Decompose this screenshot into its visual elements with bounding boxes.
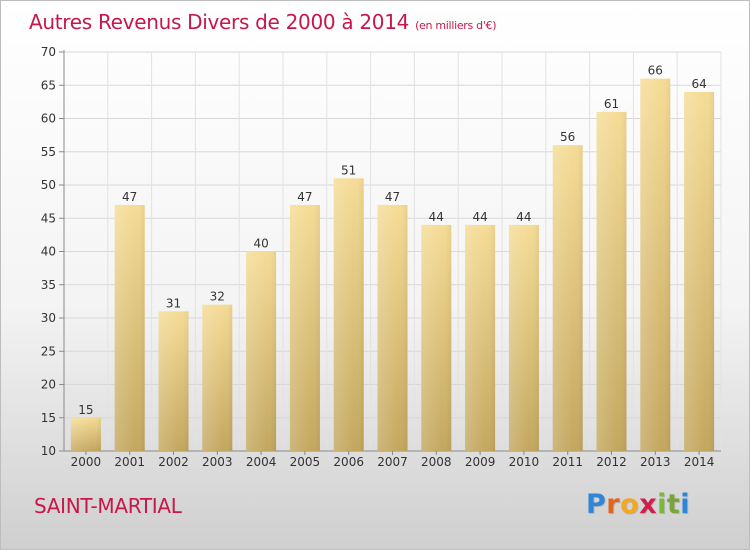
data-label-2010: 44 <box>516 210 531 224</box>
data-label-2014: 64 <box>691 77 706 91</box>
brand-letter: t <box>666 489 681 520</box>
bar-highlight-2009 <box>465 224 496 451</box>
brand-letter: x <box>639 489 658 520</box>
y-tick-label-45: 45 <box>41 211 56 225</box>
x-tick-label-2010: 2010 <box>509 455 540 469</box>
bar-highlight-2010 <box>508 224 539 451</box>
bar-highlight-2011 <box>552 145 583 451</box>
bar-highlight-2003 <box>202 304 233 451</box>
y-tick-label-70: 70 <box>41 45 56 59</box>
x-tick-label-2000: 2000 <box>71 455 102 469</box>
bar-highlight-2012 <box>596 111 627 451</box>
location-label: SAINT-MARTIAL <box>34 494 182 518</box>
data-label-2011: 56 <box>560 130 575 144</box>
data-label-2009: 44 <box>472 210 487 224</box>
chart-subtitle: (en milliers d'€) <box>415 19 497 32</box>
bar-highlight-2006 <box>333 178 364 451</box>
y-tick-label-50: 50 <box>41 178 56 192</box>
brand-letter: i <box>657 489 667 520</box>
data-label-2008: 44 <box>429 210 444 224</box>
bars <box>70 78 715 452</box>
y-tick-label-60: 60 <box>41 112 56 126</box>
x-tick-label-2011: 2011 <box>552 455 583 469</box>
x-tick-label-2005: 2005 <box>290 455 321 469</box>
y-tick-label-35: 35 <box>41 278 56 292</box>
bar-highlight-2005 <box>289 204 320 451</box>
data-label-2001: 47 <box>122 190 137 204</box>
y-tick-label-25: 25 <box>41 344 56 358</box>
y-tick-label-40: 40 <box>41 245 56 259</box>
data-label-2004: 40 <box>253 237 268 251</box>
bar-highlight-2014 <box>684 91 715 452</box>
x-tick-label-2004: 2004 <box>246 455 277 469</box>
x-tick-label-2003: 2003 <box>202 455 233 469</box>
x-axis-ticks: 2000 2001 2002 2003 2004 2005 2006 2007 2008 2009… <box>71 451 715 469</box>
y-tick-label-15: 15 <box>41 411 56 425</box>
bar-highlight-2008 <box>421 224 452 451</box>
y-tick-label-10: 10 <box>41 444 56 458</box>
data-label-2000: 15 <box>78 403 93 417</box>
x-tick-label-2006: 2006 <box>333 455 364 469</box>
chart-title-text: Autres Revenus Divers de 2000 à 2014 <box>29 10 410 34</box>
brand-letter: r <box>606 489 621 520</box>
y-tick-label-55: 55 <box>41 145 56 159</box>
x-tick-label-2012: 2012 <box>596 455 627 469</box>
x-tick-label-2014: 2014 <box>684 455 715 469</box>
x-tick-label-2008: 2008 <box>421 455 452 469</box>
y-tick-label-65: 65 <box>41 78 56 92</box>
data-label-2006: 51 <box>341 163 356 177</box>
bar-highlight-2002 <box>158 311 189 451</box>
data-label-2013: 66 <box>648 64 663 78</box>
bar-highlight-2000 <box>70 417 101 451</box>
data-label-2012: 61 <box>604 97 619 111</box>
x-tick-label-2007: 2007 <box>377 455 408 469</box>
data-label-2003: 32 <box>210 290 225 304</box>
brand-letter: P <box>586 489 607 520</box>
y-tick-label-30: 30 <box>41 311 56 325</box>
x-tick-label-2002: 2002 <box>158 455 189 469</box>
bar-highlight-2001 <box>114 204 145 451</box>
bar-highlight-2004 <box>246 251 277 451</box>
x-tick-label-2013: 2013 <box>640 455 671 469</box>
data-labels: 15 47 31 32 40 47 51 47 44 44 44 56 61 66 64 <box>78 64 706 417</box>
data-label-2002: 31 <box>166 296 181 310</box>
bar-highlight-2013 <box>640 78 671 451</box>
brand-letter: i <box>680 489 691 520</box>
y-tick-label-20: 20 <box>41 378 56 392</box>
x-tick-label-2001: 2001 <box>114 455 145 469</box>
bar-highlight-2007 <box>377 204 408 451</box>
brand-letter: o <box>620 489 640 520</box>
x-tick-label-2009: 2009 <box>465 455 496 469</box>
chart-title: Autres Revenus Divers de 2000 à 2014 (en … <box>29 10 497 34</box>
data-label-2007: 47 <box>385 190 400 204</box>
y-axis-ticks: 10 15 20 25 30 35 40 45 50 55 60 65 70 <box>41 45 64 458</box>
brand-logo: Proxiti <box>586 489 690 520</box>
data-label-2005: 47 <box>297 190 312 204</box>
